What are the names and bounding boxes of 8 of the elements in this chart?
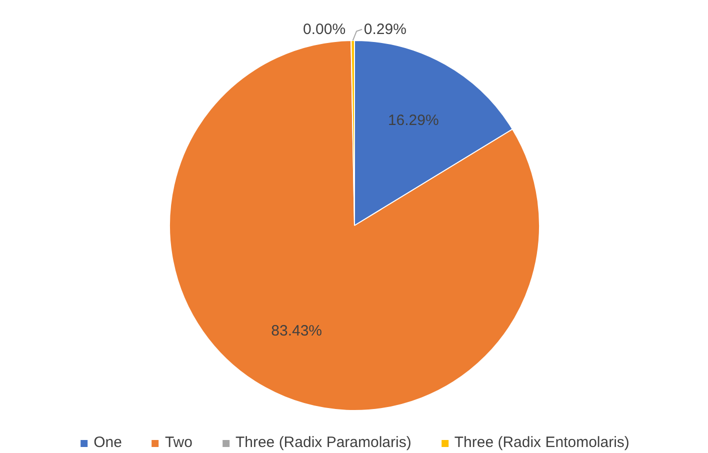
legend-label: One (94, 434, 122, 451)
text: 0.00% (303, 20, 346, 38)
legend-label: Three (Radix Paramolaris) (235, 434, 412, 451)
legend-label: Two (164, 434, 192, 451)
data-label: 16.29% (388, 112, 439, 130)
legend-label: Three (Radix Entomolaris) (454, 434, 630, 451)
data-label: 83.43% (271, 322, 322, 340)
data-label: 0.29% (364, 20, 406, 38)
